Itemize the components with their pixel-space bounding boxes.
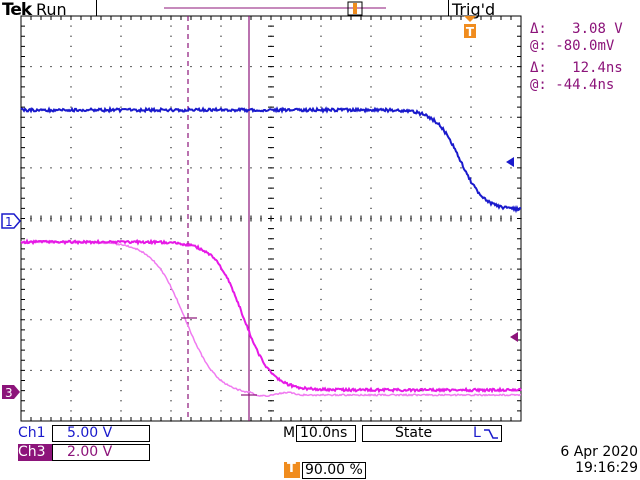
ch3-level-arrow-icon (510, 332, 518, 342)
ch1-marker-label: 1 (5, 215, 13, 229)
timebase-value[interactable]: 10.0ns (296, 425, 356, 442)
trigger-marker-letter: T (466, 25, 475, 39)
trigger-position-letter: T (287, 461, 296, 476)
time-delta-value: 12.4ns (572, 60, 623, 76)
time-cursor-delta: Δ: 12.4ns (530, 60, 623, 76)
trigger-mode-box[interactable]: State L (362, 425, 502, 442)
date: 6 Apr 2020 (520, 444, 638, 460)
at-label: @: (530, 77, 547, 93)
at-label: @: (530, 38, 547, 54)
delta-label: Δ: (530, 21, 547, 37)
trigger-mode: State (395, 426, 432, 441)
delta-label: Δ: (530, 60, 547, 76)
ch1-label[interactable]: Ch1 (18, 425, 52, 442)
trigger-position-marker[interactable]: T (463, 16, 477, 48)
trigger-position-icon: T (284, 462, 300, 478)
ch1-scale[interactable]: 5.00 V (52, 425, 150, 442)
voltage-delta-value: 3.08 V (572, 21, 623, 37)
voltage-at-value: -80.0mV (555, 38, 614, 54)
time-at-value: -44.4ns (555, 77, 614, 93)
ch3-label[interactable]: Ch3 (18, 444, 52, 461)
ch3-marker-icon: 3 (2, 385, 20, 400)
graticule-ticks (21, 16, 521, 421)
trigger-level-label: L (473, 426, 481, 441)
falling-edge-icon (483, 428, 499, 440)
time: 19:16:29 (520, 460, 638, 476)
ch3-marker-label: 3 (5, 386, 13, 400)
trigger-position-value[interactable]: 90.00 % (302, 462, 366, 479)
ch1-trace (21, 109, 521, 211)
ch3-trace (21, 241, 521, 391)
ch1-level-arrow-icon (506, 157, 514, 167)
voltage-cursor-position: @: -80.0mV (530, 38, 614, 54)
ch3-scale[interactable]: 2.00 V (52, 444, 150, 461)
time-cursor-position: @: -44.4ns (530, 77, 614, 93)
voltage-cursor-delta: Δ: 3.08 V (530, 21, 623, 37)
trigger-T-icon: T (463, 16, 477, 44)
timebase-label: M (283, 425, 295, 441)
ch1-marker-icon: 1 (2, 214, 20, 229)
